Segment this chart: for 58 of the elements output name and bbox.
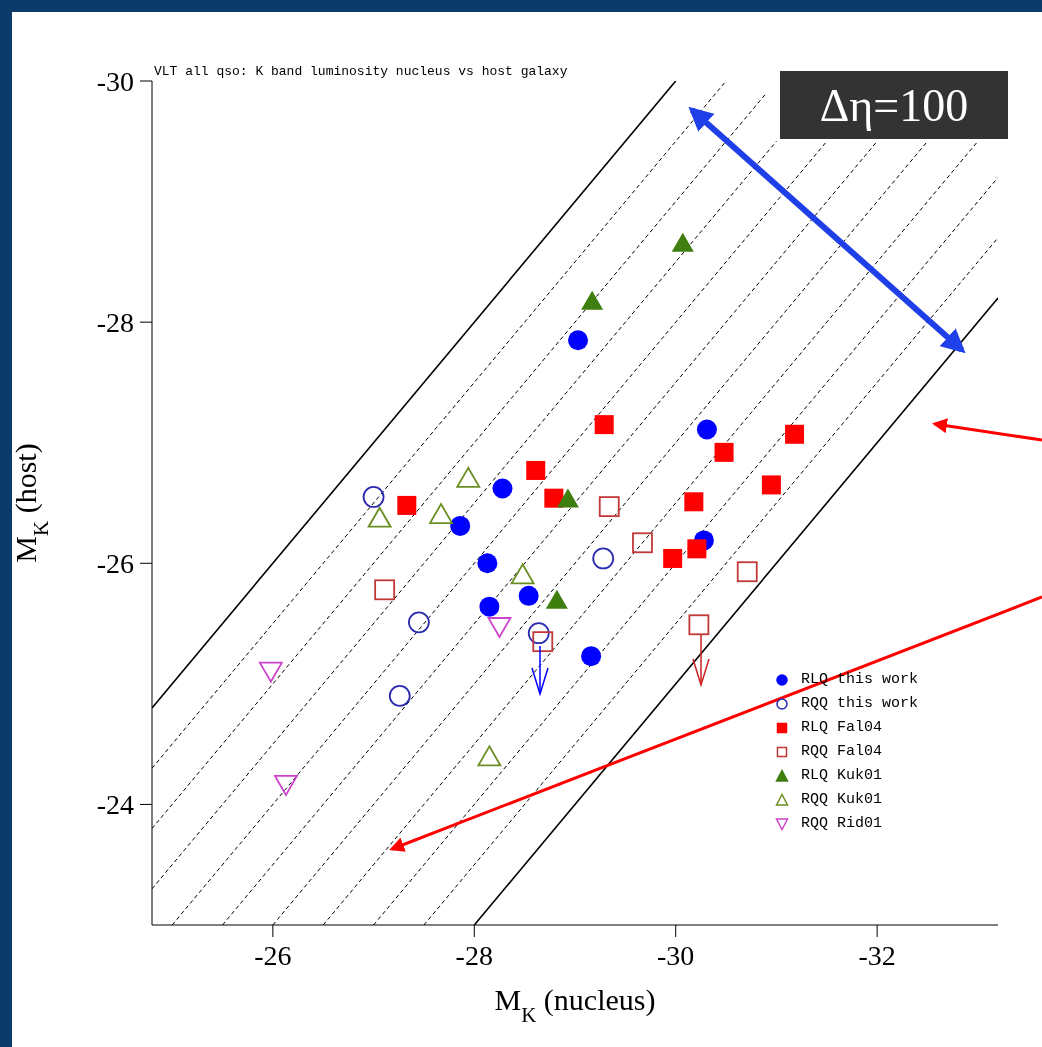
point — [450, 515, 471, 536]
chart-title: VLT all qso: K band luminosity nucleus vs host galaxy — [154, 64, 568, 79]
y-tick-label: -30 — [96, 65, 134, 97]
point — [671, 232, 694, 252]
point — [556, 488, 579, 508]
point — [429, 503, 453, 524]
point — [374, 579, 396, 601]
point — [492, 478, 513, 499]
point — [581, 646, 602, 667]
point — [487, 617, 512, 638]
y-tick-label: -26 — [96, 548, 134, 580]
point — [684, 492, 704, 512]
legend-label: RQQ this work — [801, 694, 919, 714]
point — [736, 561, 758, 583]
point — [397, 495, 417, 515]
point — [274, 775, 298, 796]
annotation: Δη=100 — [780, 71, 1008, 139]
legend-label: RLQ Fal04 — [801, 718, 883, 738]
point — [518, 585, 539, 606]
point — [477, 553, 498, 574]
point — [367, 506, 392, 528]
legend-label: RQQ Kuk01 — [801, 790, 883, 810]
point — [362, 486, 385, 508]
point — [687, 539, 707, 559]
point — [532, 631, 554, 653]
point — [696, 419, 717, 440]
x-tick-label: -30 — [657, 939, 695, 971]
point — [568, 330, 589, 351]
y-tick-label: -28 — [96, 307, 134, 339]
point — [407, 611, 430, 634]
point — [456, 466, 481, 488]
y-tick-label: -24 — [96, 789, 134, 821]
point — [388, 685, 411, 707]
point — [592, 547, 615, 570]
point — [581, 290, 604, 310]
point — [527, 622, 550, 645]
point — [714, 442, 734, 462]
point — [688, 614, 710, 636]
point — [598, 496, 620, 518]
point — [479, 596, 500, 617]
point — [545, 589, 568, 609]
point — [761, 475, 781, 495]
point — [526, 460, 546, 480]
point — [258, 661, 283, 683]
x-tick-label: -28 — [455, 939, 493, 971]
point — [632, 532, 653, 554]
point — [544, 488, 564, 508]
point — [510, 563, 535, 585]
point — [663, 548, 683, 568]
legend-label: RLQ Kuk01 — [801, 766, 883, 786]
legend-label: RQQ Rid01 — [801, 814, 883, 834]
legend-label: RQQ Fal04 — [801, 742, 883, 762]
x-tick-label: -32 — [858, 939, 896, 971]
legend-label: RLQ this work — [801, 670, 919, 690]
point — [785, 424, 805, 444]
x-axis-title: M$_{K}$ (nucleus) — [494, 983, 656, 1027]
point — [594, 415, 614, 435]
x-tick-label: -26 — [254, 939, 292, 971]
